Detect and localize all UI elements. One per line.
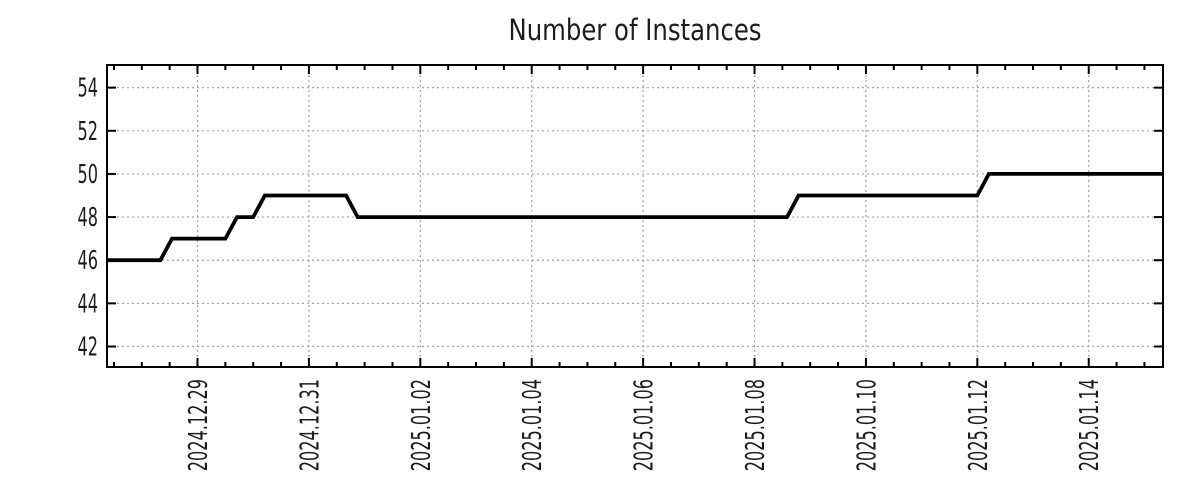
y-tick-label: 44 [77,290,98,320]
x-tick-label: 2025.01.02 [407,379,437,471]
y-tick-label: 46 [77,246,98,276]
y-tick-label: 48 [77,203,98,233]
plot-border [106,64,1164,368]
chart-title: Number of Instances [509,14,762,48]
y-tick-label: 42 [77,333,98,363]
series-layer [107,171,1163,263]
y-tick-label: 54 [77,74,98,104]
y-tick-label: 52 [77,117,98,147]
x-tick-label: 2025.01.06 [630,379,660,471]
x-tick-label: 2025.01.10 [853,379,883,471]
x-tick-label: 2025.01.12 [964,379,994,471]
y-tick-label: 50 [77,160,98,190]
tick-labels-layer: 42 44 46 48 50 52 54 2024.12.29 2024.12.31 2025.0… [77,74,1105,471]
x-tick-label: 2025.01.08 [741,379,771,471]
data-line [107,171,1163,263]
x-tick-label: 2024.12.29 [184,379,214,471]
x-tick-label: 2025.01.14 [1075,379,1105,471]
x-tick-label: 2024.12.31 [296,379,326,471]
x-tick-label: 2025.01.04 [518,379,548,471]
